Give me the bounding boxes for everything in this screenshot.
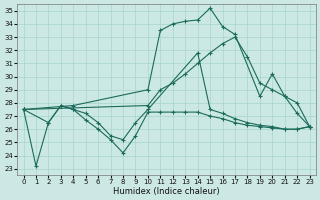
X-axis label: Humidex (Indice chaleur): Humidex (Indice chaleur) [113,187,220,196]
